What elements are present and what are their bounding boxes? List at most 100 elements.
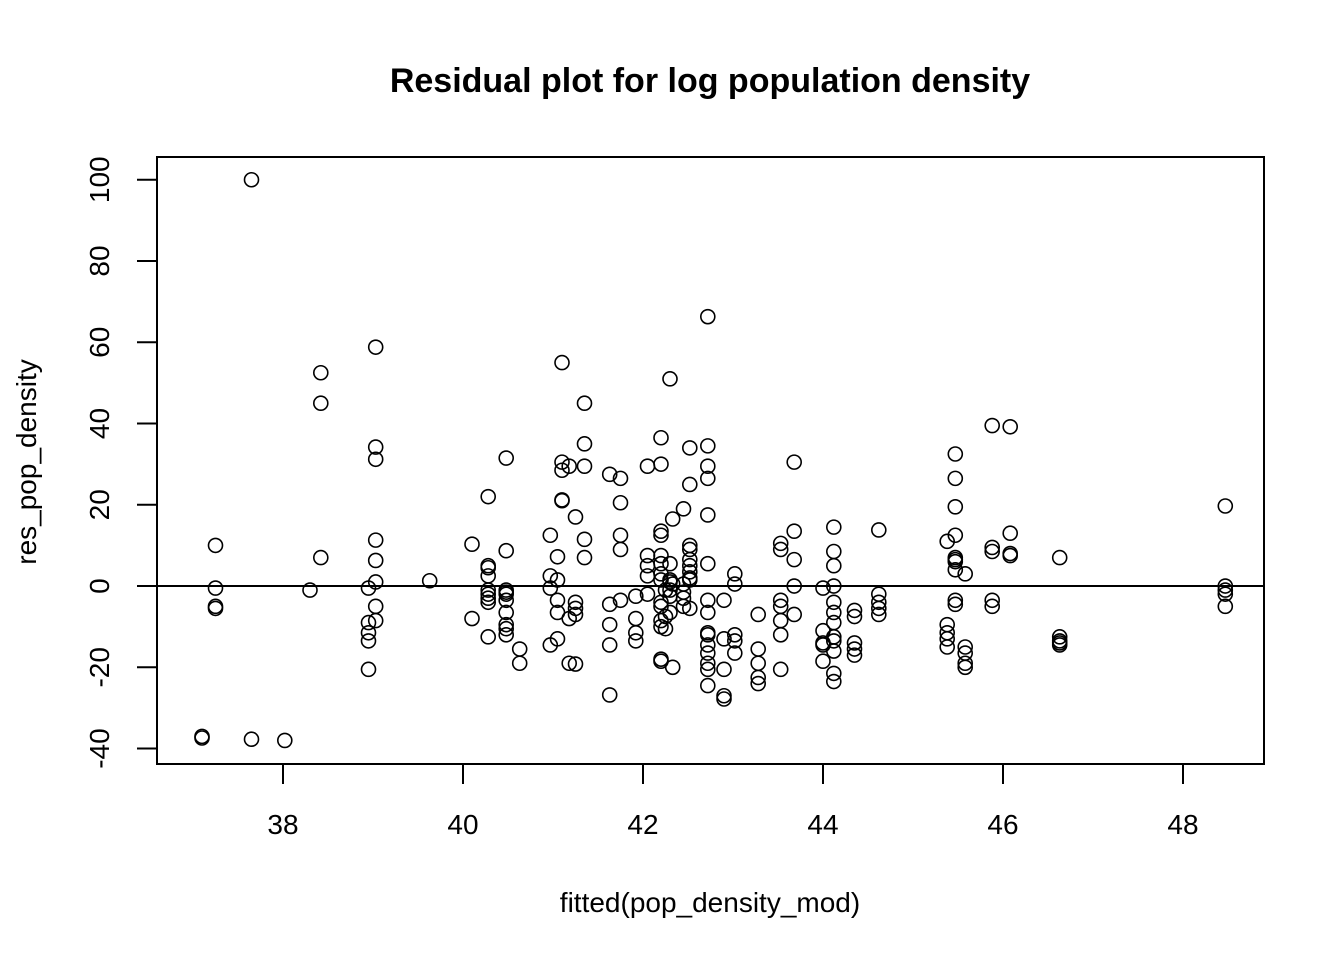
data-point bbox=[312, 549, 329, 566]
data-point bbox=[699, 458, 716, 474]
data-point bbox=[554, 354, 570, 371]
x-tick-label: 46 bbox=[987, 809, 1018, 840]
data-point bbox=[576, 549, 593, 566]
data-point bbox=[825, 519, 842, 535]
data-point bbox=[947, 592, 964, 609]
data-point bbox=[772, 626, 789, 643]
data-point bbox=[825, 673, 842, 690]
data-point bbox=[699, 592, 716, 609]
data-point bbox=[367, 439, 384, 455]
data-point bbox=[612, 592, 629, 609]
data-point bbox=[601, 466, 618, 483]
data-point bbox=[421, 572, 438, 589]
x-tick-label: 44 bbox=[807, 809, 838, 840]
data-point bbox=[576, 395, 593, 412]
data-point bbox=[480, 594, 497, 611]
data-point bbox=[772, 661, 789, 678]
data-point bbox=[870, 600, 887, 617]
data-point bbox=[498, 592, 515, 609]
data-point bbox=[870, 606, 887, 623]
data-point bbox=[1051, 629, 1068, 645]
data-point bbox=[699, 655, 716, 672]
data-point bbox=[825, 578, 842, 594]
data-point bbox=[699, 626, 716, 643]
y-tick-label: -40 bbox=[84, 728, 115, 768]
data-point bbox=[726, 566, 743, 582]
data-point bbox=[681, 551, 698, 568]
data-point bbox=[947, 499, 964, 515]
data-point bbox=[653, 429, 669, 446]
data-point bbox=[947, 596, 964, 613]
data-point bbox=[1002, 525, 1019, 542]
data-point bbox=[815, 580, 831, 596]
data-point bbox=[699, 604, 716, 621]
data-point bbox=[561, 458, 578, 474]
data-point bbox=[207, 580, 224, 596]
data-point bbox=[207, 537, 224, 554]
data-point bbox=[312, 364, 329, 381]
data-point bbox=[549, 631, 566, 647]
data-point bbox=[662, 604, 678, 621]
data-point bbox=[567, 594, 584, 611]
data-point bbox=[825, 665, 842, 682]
x-tick-label: 42 bbox=[627, 809, 658, 840]
data-point bbox=[662, 555, 678, 572]
data-point bbox=[825, 633, 842, 649]
data-point bbox=[984, 598, 1001, 615]
data-point bbox=[498, 620, 515, 637]
data-point bbox=[194, 728, 210, 745]
data-point bbox=[511, 655, 528, 672]
data-point bbox=[786, 606, 803, 623]
data-point bbox=[498, 450, 515, 466]
data-point bbox=[699, 637, 716, 653]
x-tick-label: 48 bbox=[1167, 809, 1198, 840]
data-point bbox=[772, 592, 789, 609]
data-point bbox=[699, 555, 716, 572]
data-point bbox=[464, 610, 480, 627]
data-point bbox=[870, 594, 887, 611]
y-axis-title: res_pop_density bbox=[11, 359, 42, 564]
data-point bbox=[601, 616, 618, 633]
data-point bbox=[653, 527, 669, 544]
data-point bbox=[726, 633, 743, 649]
data-point bbox=[480, 586, 497, 602]
data-point bbox=[772, 541, 789, 558]
data-point bbox=[947, 561, 964, 578]
data-point bbox=[1002, 547, 1019, 564]
data-point bbox=[825, 557, 842, 574]
data-point bbox=[542, 527, 559, 544]
data-point bbox=[1217, 498, 1234, 514]
x-axis-title: fitted(pop_density_mod) bbox=[560, 887, 860, 918]
x-axis: 38 40 42 44 46 48 bbox=[267, 763, 1199, 840]
data-point bbox=[567, 600, 584, 617]
data-point bbox=[699, 507, 716, 523]
data-point bbox=[825, 643, 842, 659]
data-point bbox=[612, 470, 629, 487]
data-point bbox=[627, 633, 644, 649]
data-point bbox=[601, 596, 618, 613]
data-point bbox=[480, 582, 497, 598]
data-point bbox=[1217, 586, 1234, 602]
data-point bbox=[716, 631, 732, 647]
data-point bbox=[957, 566, 974, 582]
data-point bbox=[957, 655, 974, 672]
data-point bbox=[664, 576, 681, 592]
data-point bbox=[498, 626, 515, 643]
data-point bbox=[984, 417, 1001, 434]
data-point bbox=[984, 543, 1001, 560]
data-point bbox=[554, 492, 570, 509]
data-point bbox=[567, 656, 584, 672]
data-point bbox=[947, 527, 964, 544]
data-point bbox=[360, 661, 377, 678]
data-point bbox=[750, 669, 767, 686]
data-point bbox=[716, 691, 732, 707]
data-point bbox=[657, 608, 674, 625]
y-tick-label: 80 bbox=[84, 245, 115, 276]
data-point bbox=[716, 661, 732, 678]
data-point bbox=[825, 594, 842, 611]
data-point bbox=[576, 458, 593, 474]
y-tick-label: 100 bbox=[84, 156, 115, 203]
data-point bbox=[870, 522, 887, 538]
data-point bbox=[549, 592, 566, 609]
data-point bbox=[1217, 578, 1234, 594]
